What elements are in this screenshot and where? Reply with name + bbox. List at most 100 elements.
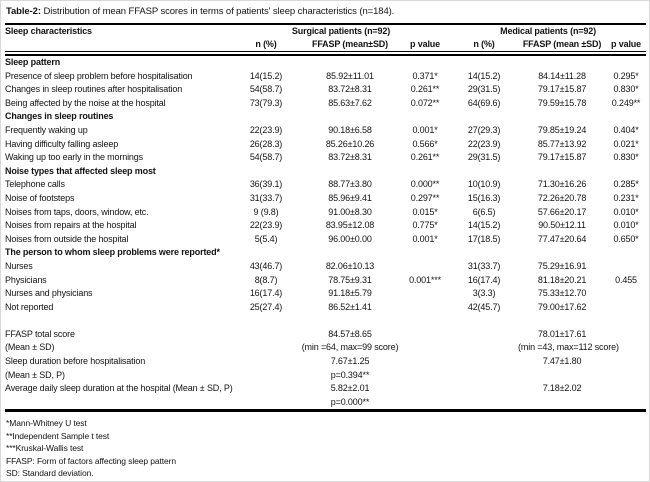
- cell-value: 73(79.3): [249, 97, 283, 108]
- cell-value: 14(15.2): [249, 70, 283, 81]
- sub-header-pvalue-medical: p value: [611, 39, 642, 49]
- cell-value: 0.072**: [410, 97, 440, 108]
- table-row: Waking up too early in the mornings 54(58…: [5, 151, 646, 165]
- table-row: Frequently waking up 22(23.9) 90.18±6.58 0.…: [5, 124, 646, 138]
- table-row: (Mean ± SD) (min =64, max=99 score) (min =…: [5, 341, 646, 355]
- cell-value: 0.261**: [410, 84, 440, 95]
- cell-value: (min =64, max=99 score): [301, 342, 399, 353]
- cell-value: 31(33.7): [249, 192, 283, 203]
- cell-value: 14(15.2): [467, 220, 501, 231]
- cell-value: 0.297**: [410, 192, 440, 203]
- cell-value: 0.295*: [613, 70, 639, 81]
- table-title-label: Table-2:: [6, 6, 41, 17]
- cell-value: 7.47±1.80: [542, 356, 582, 367]
- row-label: Noise of footsteps: [5, 192, 75, 203]
- table-header: Sleep characteristics Surgical patients …: [5, 24, 647, 56]
- cell-value: [450, 341, 518, 355]
- cell-value: 84.57±8.65: [328, 328, 372, 339]
- sub-header-n-surgical: n (%): [255, 39, 277, 49]
- section-row: The person to whom sleep problems were r…: [5, 246, 646, 260]
- cell-value: 90.18±6.58: [328, 124, 372, 135]
- cell-value: 85.92±11.01: [326, 70, 374, 81]
- cell-value: [232, 328, 300, 342]
- cell-value: 0.249**: [611, 97, 641, 108]
- row-label: Having difficulty falling asleep: [5, 138, 119, 149]
- cell-value: [400, 369, 450, 383]
- row-label: Waking up too early in the mornings: [5, 152, 143, 163]
- cell-value: 81.18±20.21: [537, 274, 587, 285]
- cell-value: 5(5.4): [254, 233, 278, 244]
- cell-value: 0.650*: [613, 233, 639, 244]
- table-row: Noises from taps, doors, window, etc. 9 (…: [5, 206, 646, 220]
- table-row: (Mean ± SD, P) p=0.394**: [5, 369, 646, 383]
- cell-value: 7.18±2.02: [542, 383, 582, 394]
- cell-value: 79.17±15.87: [537, 84, 587, 95]
- cell-value: [400, 396, 450, 411]
- cell-value: [400, 287, 450, 301]
- section-row: Noise types that affected sleep most: [5, 165, 646, 179]
- table-row: FFASP total score 84.57±8.65 78.01±17.61: [5, 328, 646, 342]
- cell-value: 0.830*: [613, 84, 639, 95]
- cell-value: 29(31.5): [467, 84, 501, 95]
- cell-value: 88.77±3.80: [328, 179, 372, 190]
- table-row: Physicians 8(8.7) 78.75±9.31 0.001*** 16(17.…: [5, 274, 646, 288]
- row-label: Nurses: [5, 260, 33, 271]
- cell-value: 83.95±12.08: [325, 220, 375, 231]
- cell-value: 25(27.4): [249, 301, 283, 312]
- cell-value: [606, 260, 646, 274]
- cell-value: 79.59±15.78: [537, 97, 587, 108]
- row-label: Nurses and physicians: [5, 288, 93, 299]
- cell-value: 0.566*: [412, 138, 438, 149]
- cell-value: 0.000**: [410, 179, 440, 190]
- table-row: Having difficulty falling asleep 26(28.3)…: [5, 138, 646, 152]
- table-row: Average daily sleep duration at the hosp…: [5, 382, 646, 396]
- cell-value: [606, 287, 646, 301]
- cell-value: 0.021*: [613, 138, 639, 149]
- table-row: Sleep duration before hospitalisation 7.6…: [5, 355, 646, 369]
- cell-value: [232, 341, 300, 355]
- cell-value: 14(15.2): [467, 70, 501, 81]
- row-label: Physicians: [5, 274, 47, 285]
- cell-value: p=0.394**: [330, 369, 370, 380]
- table-title-text: Distribution of mean FFASP scores in ter…: [40, 6, 395, 17]
- cell-value: 7.67±1.25: [330, 356, 370, 367]
- cell-value: 54(58.7): [249, 84, 283, 95]
- table-row: Noises from outside the hospital 5(5.4) 96…: [5, 233, 646, 247]
- cell-value: 16(17.4): [249, 288, 283, 299]
- table-row: Telephone calls 36(39.1) 88.77±3.80 0.000**…: [5, 178, 646, 192]
- cell-value: [400, 382, 450, 396]
- row-label: Being affected by the noise at the hospi…: [5, 97, 166, 108]
- footnote: **Independent Sample t test: [6, 430, 110, 441]
- cell-value: 86.52±1.41: [328, 301, 372, 312]
- cell-value: 77.47±20.64: [537, 233, 587, 244]
- cell-value: [400, 355, 450, 369]
- table-row: Presence of sleep problem before hospita…: [5, 70, 646, 84]
- cell-value: p=0.000**: [330, 396, 370, 407]
- cell-value: 54(58.7): [249, 152, 283, 163]
- cell-value: 71.30±16.26: [537, 179, 587, 190]
- cell-value: 90.50±12.11: [538, 220, 586, 231]
- cell-value: [232, 355, 300, 369]
- cell-value: [606, 328, 646, 342]
- cell-value: 3(3.3): [472, 288, 496, 299]
- row-label: Telephone calls: [5, 179, 65, 190]
- cell-value: 82.06±10.13: [325, 260, 375, 271]
- row-label: Noises from taps, doors, window, etc.: [5, 206, 149, 217]
- cell-value: [400, 260, 450, 274]
- cell-value: [232, 396, 300, 411]
- row-label: Noises from repairs at the hospital: [5, 220, 137, 231]
- cell-value: 0.001*: [412, 124, 438, 135]
- row-label: FFASP total score: [5, 328, 75, 339]
- cell-value: [450, 355, 518, 369]
- cell-value: 84.14±11.28: [538, 70, 586, 81]
- cell-value: 15(16.3): [467, 192, 501, 203]
- cell-value: 29(31.5): [467, 152, 501, 163]
- group-header-medical: Medical patients (n=92): [500, 26, 596, 36]
- cell-value: 78.01±17.61: [537, 328, 587, 339]
- row-label: (Mean ± SD, P): [5, 369, 65, 380]
- cell-value: 31(33.7): [467, 260, 501, 271]
- footnote: ***Kruskal-Wallis test: [6, 443, 84, 454]
- cell-value: 57.66±20.17: [537, 206, 587, 217]
- table-row: Noise of footsteps 31(33.7) 85.96±9.41 0.29…: [5, 192, 646, 206]
- row-label: Frequently waking up: [5, 124, 88, 135]
